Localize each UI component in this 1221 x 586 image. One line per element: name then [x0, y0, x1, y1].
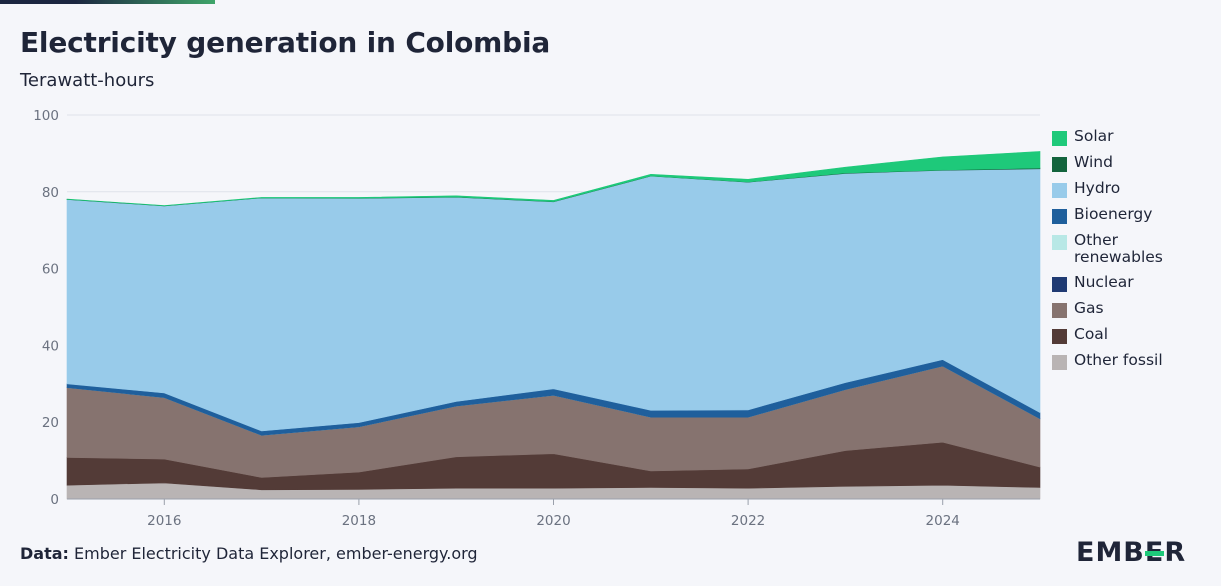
x-tick-label-2016: 2016	[147, 513, 181, 529]
legend-label-wind: Wind	[1074, 153, 1113, 171]
ember-logo: EMBER	[1076, 537, 1187, 568]
x-tick-label-2022: 2022	[731, 513, 765, 529]
legend-label-coal: Coal	[1074, 325, 1109, 343]
chart-title: Electricity generation in Colombia	[20, 26, 551, 59]
legend-swatch-nuclear	[1052, 277, 1067, 292]
y-tick-label-80: 80	[42, 185, 59, 201]
legend-item-gas: Gas	[1052, 300, 1217, 318]
y-tick-label-60: 60	[42, 262, 59, 278]
legend-swatch-hydro	[1052, 183, 1067, 198]
x-tick-label-2020: 2020	[536, 513, 570, 529]
axes: 0 20 40 60 80 100 2016 2018 2020 2022 2024	[33, 108, 1040, 529]
legend-swatch-coal	[1052, 329, 1067, 344]
legend-item-nuclear: Nuclear	[1052, 274, 1217, 292]
legend-item-other-renewables: Other renewables	[1052, 232, 1217, 266]
legend-swatch-gas	[1052, 303, 1067, 318]
chart-legend: Solar Wind Hydro Bioenergy Other renewables N…	[1052, 128, 1217, 378]
legend-label-other-fossil: Other fossil	[1074, 351, 1163, 369]
legend-label-bioenergy: Bioenergy	[1074, 205, 1153, 223]
x-tick-label-2018: 2018	[342, 513, 376, 529]
legend-item-bioenergy: Bioenergy	[1052, 206, 1217, 224]
y-tick-label-20: 20	[42, 415, 59, 431]
legend-label-nuclear: Nuclear	[1074, 273, 1134, 291]
legend-label-solar: Solar	[1074, 127, 1114, 145]
legend-item-wind: Wind	[1052, 154, 1217, 172]
area-series	[66, 151, 1041, 500]
legend-swatch-wind	[1052, 157, 1067, 172]
legend-swatch-other-fossil	[1052, 355, 1067, 370]
legend-swatch-solar	[1052, 131, 1067, 146]
x-tick-label-2024: 2024	[926, 513, 960, 529]
area-solar	[66, 151, 1041, 207]
legend-item-solar: Solar	[1052, 128, 1217, 146]
legend-label-other-renewables: Other renewables	[1074, 231, 1163, 266]
legend-label-gas: Gas	[1074, 299, 1104, 317]
y-tick-label-0: 0	[50, 492, 59, 508]
legend-label-hydro: Hydro	[1074, 179, 1121, 197]
top-accent-bar	[0, 0, 215, 4]
y-tick-label-100: 100	[33, 108, 59, 124]
source-text: Ember Electricity Data Explorer, ember-e…	[74, 544, 478, 563]
source-prefix: Data:	[20, 544, 69, 563]
data-source: Data: Ember Electricity Data Explorer, e…	[20, 544, 478, 563]
legend-item-coal: Coal	[1052, 326, 1217, 344]
legend-item-hydro: Hydro	[1052, 180, 1217, 198]
legend-swatch-bioenergy	[1052, 209, 1067, 224]
chart-subtitle: Terawatt-hours	[20, 70, 155, 91]
y-tick-label-40: 40	[42, 338, 59, 354]
legend-item-other-fossil: Other fossil	[1052, 352, 1217, 370]
legend-swatch-other-renewables	[1052, 235, 1067, 250]
